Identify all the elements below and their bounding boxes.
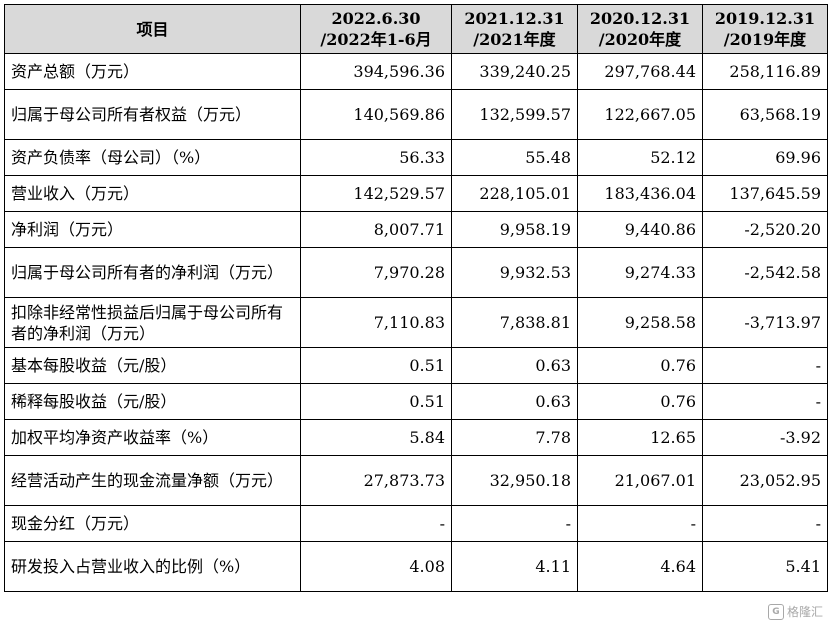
row-value: 63,568.19	[702, 89, 828, 140]
row-value: 12.65	[577, 419, 703, 456]
row-value: 32,950.18	[451, 455, 578, 506]
table-row: 归属于母公司所有者的净利润（万元） 7,970.28 9,932.53 9,27…	[4, 247, 828, 298]
row-value: 9,440.86	[577, 211, 703, 248]
row-label: 归属于母公司所有者的净利润（万元）	[4, 247, 301, 298]
row-value: 132,599.57	[451, 89, 578, 140]
table-row: 现金分红（万元） - - - -	[4, 505, 828, 542]
row-value: -	[702, 347, 828, 384]
row-label: 净利润（万元）	[4, 211, 301, 248]
header-period-4: 2019.12.31 /2019年度	[702, 4, 828, 54]
table-row: 研发投入占营业收入的比例（%） 4.08 4.11 4.64 5.41	[4, 541, 828, 592]
watermark: G 格隆汇	[767, 603, 823, 620]
header-period-4-date: 2019.12.31	[714, 9, 816, 28]
row-value: 0.51	[300, 347, 452, 384]
row-label: 基本每股收益（元/股）	[4, 347, 301, 384]
row-value: 7,110.83	[300, 297, 452, 348]
row-value: 339,240.25	[451, 53, 578, 90]
row-label: 扣除非经常性损益后归属于母公司所有者的净利润（万元）	[4, 297, 301, 348]
header-period-1-date: 2022.6.30	[331, 9, 421, 28]
row-value: 9,274.33	[577, 247, 703, 298]
header-period-2-span: /2021年度	[473, 30, 556, 49]
row-value: 7,970.28	[300, 247, 452, 298]
row-value: 21,067.01	[577, 455, 703, 506]
row-label: 研发投入占营业收入的比例（%）	[4, 541, 301, 592]
table-row: 归属于母公司所有者权益（万元） 140,569.86 132,599.57 12…	[4, 89, 828, 140]
row-value: 56.33	[300, 139, 452, 176]
row-value: -	[577, 505, 703, 542]
row-value: 258,116.89	[702, 53, 828, 90]
watermark-text: 格隆汇	[786, 605, 823, 619]
row-value: 4.64	[577, 541, 703, 592]
row-value: -2,520.20	[702, 211, 828, 248]
row-value: -3,713.97	[702, 297, 828, 348]
row-value: 0.51	[300, 383, 452, 420]
row-label: 归属于母公司所有者权益（万元）	[4, 89, 301, 140]
header-period-1: 2022.6.30 /2022年1-6月	[300, 4, 452, 54]
row-value: 137,645.59	[702, 175, 828, 212]
row-value: 55.48	[451, 139, 578, 176]
financial-table-container: 项目 2022.6.30 /2022年1-6月 2021.12.31 /2021…	[4, 4, 828, 592]
row-value: 142,529.57	[300, 175, 452, 212]
table-row: 稀释每股收益（元/股） 0.51 0.63 0.76 -	[4, 383, 828, 420]
row-value: 9,958.19	[451, 211, 578, 248]
header-period-2-date: 2021.12.31	[464, 9, 565, 28]
row-value: 0.63	[451, 383, 578, 420]
row-value: 228,105.01	[451, 175, 578, 212]
table-row: 净利润（万元） 8,007.71 9,958.19 9,440.86 -2,52…	[4, 211, 828, 248]
row-value: 297,768.44	[577, 53, 703, 90]
row-value: 7.78	[451, 419, 578, 456]
header-period-3: 2020.12.31 /2020年度	[577, 4, 703, 54]
row-value: 4.11	[451, 541, 578, 592]
row-value: 8,007.71	[300, 211, 452, 248]
row-value: 9,932.53	[451, 247, 578, 298]
row-value: 0.76	[577, 383, 703, 420]
table-row: 资产负债率（母公司）（%） 56.33 55.48 52.12 69.96	[4, 139, 828, 176]
row-label: 现金分红（万元）	[4, 505, 301, 542]
header-period-1-span: /2022年1-6月	[320, 30, 432, 49]
table-row: 基本每股收益（元/股） 0.51 0.63 0.76 -	[4, 347, 828, 384]
row-value: 9,258.58	[577, 297, 703, 348]
row-value: -	[702, 505, 828, 542]
row-value: 7,838.81	[451, 297, 578, 348]
row-value: 183,436.04	[577, 175, 703, 212]
row-value: -2,542.58	[702, 247, 828, 298]
row-label: 加权平均净资产收益率（%）	[4, 419, 301, 456]
table-row: 经营活动产生的现金流量净额（万元） 27,873.73 32,950.18 21…	[4, 455, 828, 506]
financial-indicators-table: 项目 2022.6.30 /2022年1-6月 2021.12.31 /2021…	[4, 4, 828, 592]
table-header-row: 项目 2022.6.30 /2022年1-6月 2021.12.31 /2021…	[4, 4, 828, 54]
row-value: -	[300, 505, 452, 542]
row-label: 稀释每股收益（元/股）	[4, 383, 301, 420]
header-period-3-date: 2020.12.31	[589, 9, 691, 28]
row-label: 资产总额（万元）	[4, 53, 301, 90]
row-value: 52.12	[577, 139, 703, 176]
table-row: 扣除非经常性损益后归属于母公司所有者的净利润（万元） 7,110.83 7,83…	[4, 297, 828, 348]
row-value: 0.63	[451, 347, 578, 384]
gelonghui-logo-icon: G	[767, 603, 784, 620]
row-value: -	[702, 383, 828, 420]
row-value: 5.84	[300, 419, 452, 456]
row-value: 5.41	[702, 541, 828, 592]
header-item: 项目	[4, 4, 301, 54]
table-row: 资产总额（万元） 394,596.36 339,240.25 297,768.4…	[4, 53, 828, 90]
table-row: 营业收入（万元） 142,529.57 228,105.01 183,436.0…	[4, 175, 828, 212]
header-period-2: 2021.12.31 /2021年度	[451, 4, 578, 54]
row-value: 4.08	[300, 541, 452, 592]
row-value: -3.92	[702, 419, 828, 456]
row-value: 140,569.86	[300, 89, 452, 140]
row-value: 23,052.95	[702, 455, 828, 506]
row-label: 营业收入（万元）	[4, 175, 301, 212]
row-value: 394,596.36	[300, 53, 452, 90]
row-value: 27,873.73	[300, 455, 452, 506]
row-value: 0.76	[577, 347, 703, 384]
row-value: 69.96	[702, 139, 828, 176]
header-period-3-span: /2020年度	[598, 30, 682, 49]
row-label: 资产负债率（母公司）（%）	[4, 139, 301, 176]
row-value: -	[451, 505, 578, 542]
row-label: 经营活动产生的现金流量净额（万元）	[4, 455, 301, 506]
header-period-4-span: /2019年度	[723, 30, 807, 49]
table-row: 加权平均净资产收益率（%） 5.84 7.78 12.65 -3.92	[4, 419, 828, 456]
row-value: 122,667.05	[577, 89, 703, 140]
